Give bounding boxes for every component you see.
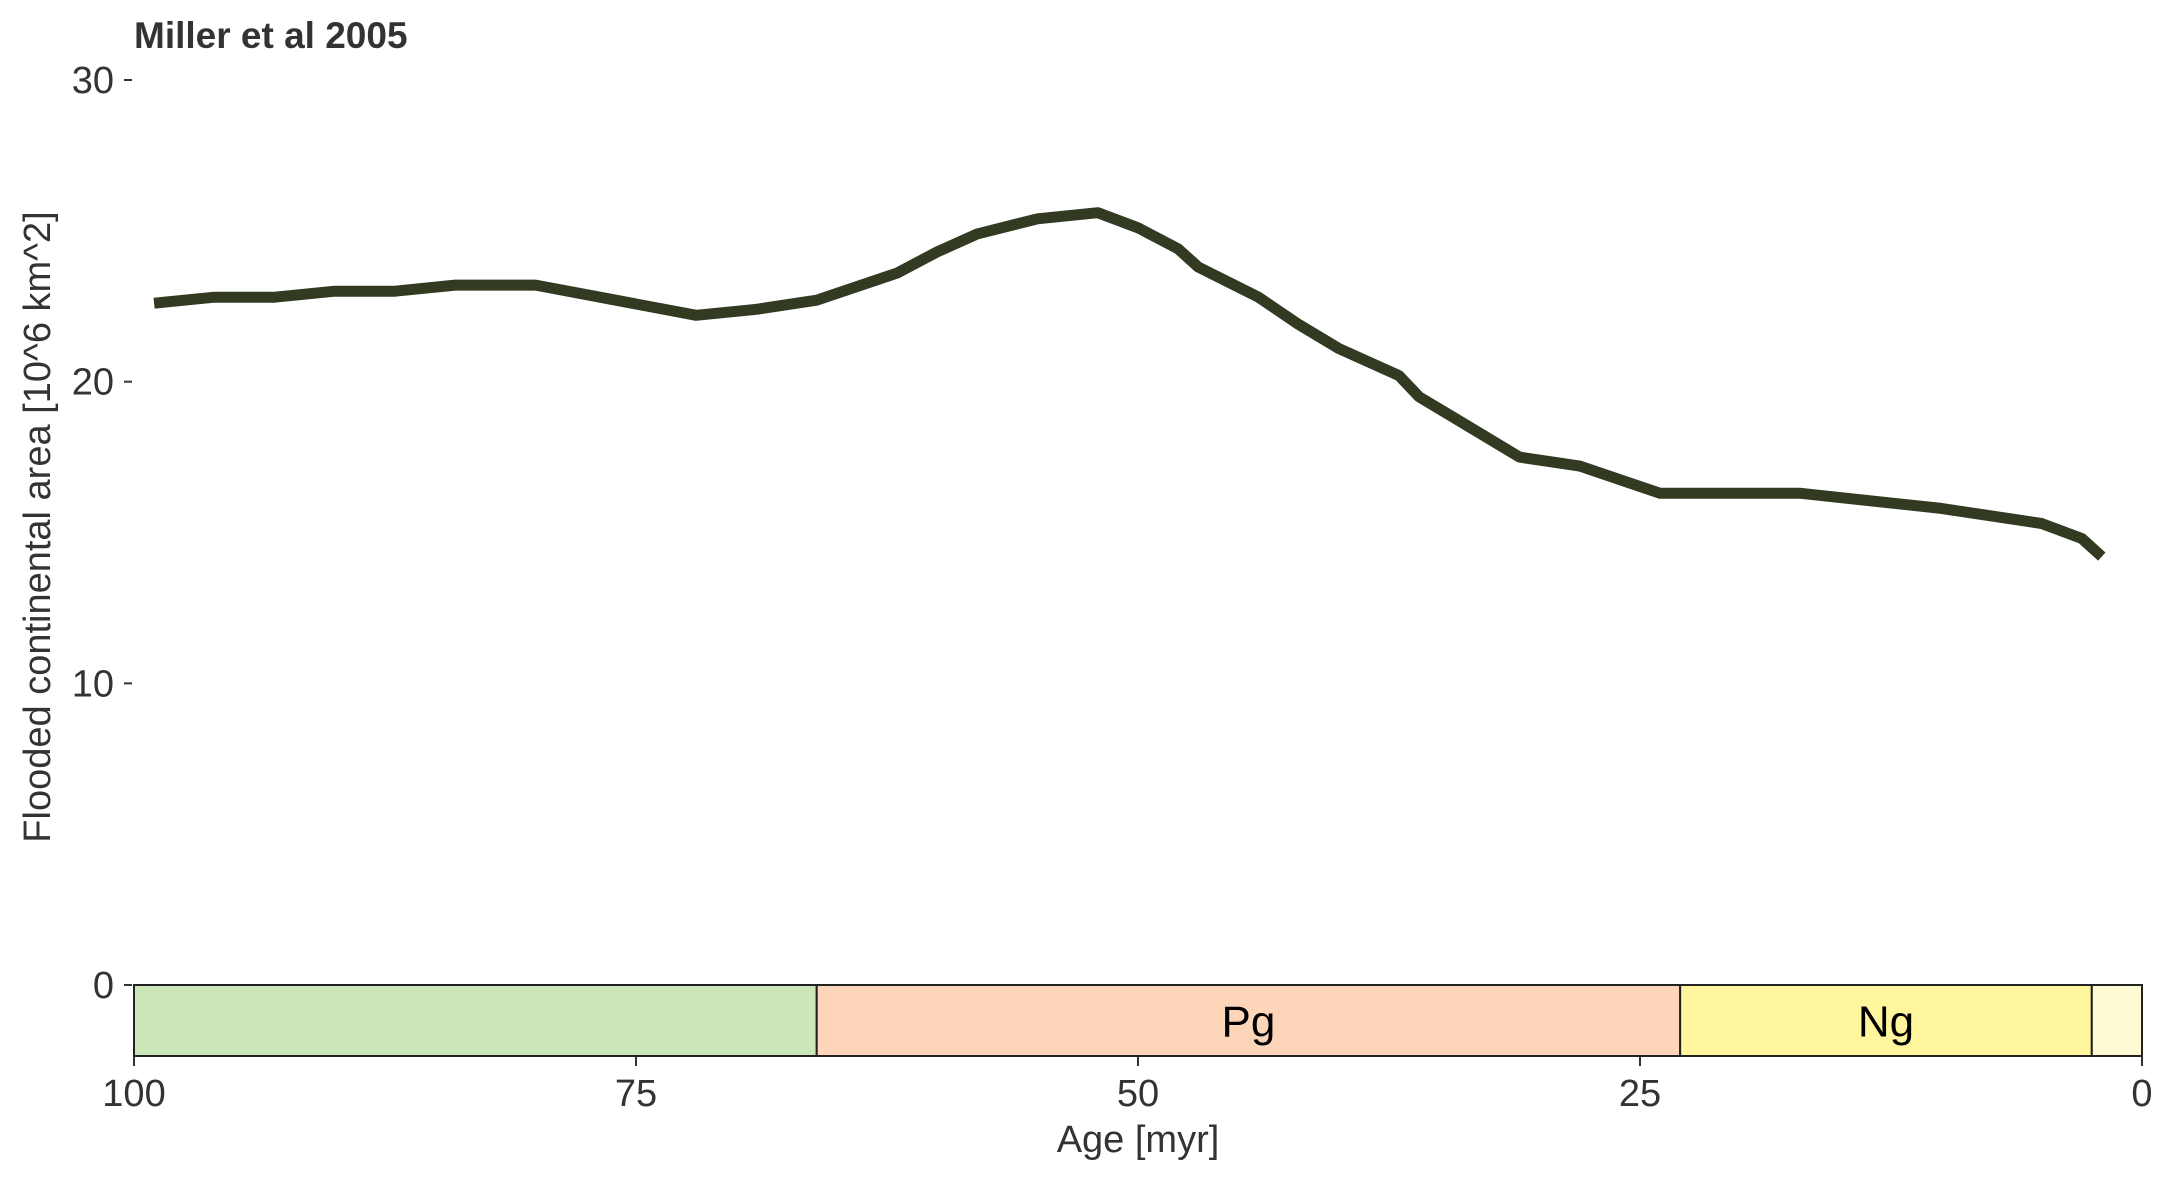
x-axis-label: Age [myr]: [1057, 1119, 1220, 1161]
series-layer: [153, 207, 2106, 561]
x-tick-label: 100: [102, 1073, 165, 1115]
series-line: [153, 207, 2106, 561]
timescale-bar: Pg Ng: [133, 984, 2144, 1057]
timescale-period: [2090, 984, 2144, 1057]
timescale-period-label: Ng: [1858, 998, 1914, 1047]
x-axis: 100 75 50 25 0: [102, 1056, 2153, 1115]
y-tick-label: 20: [72, 362, 114, 404]
timescale-period: [1679, 984, 2093, 1057]
x-tick-label: 0: [2131, 1073, 2152, 1115]
timescale-period: [133, 984, 818, 1057]
y-axis: 0 10 20 30: [72, 60, 132, 1007]
y-tick-label: 30: [72, 60, 114, 102]
x-tick-label: 75: [615, 1073, 657, 1115]
y-tick-label: 0: [93, 965, 114, 1007]
y-tick-label: 10: [72, 663, 114, 705]
chart-title: Miller et al 2005: [134, 15, 408, 56]
x-tick-label: 25: [1619, 1073, 1661, 1115]
x-tick-label: 50: [1117, 1073, 1159, 1115]
timescale-period-label: Pg: [1222, 998, 1276, 1047]
y-axis-label: Flooded continental area [10^6 km^2]: [17, 211, 59, 842]
